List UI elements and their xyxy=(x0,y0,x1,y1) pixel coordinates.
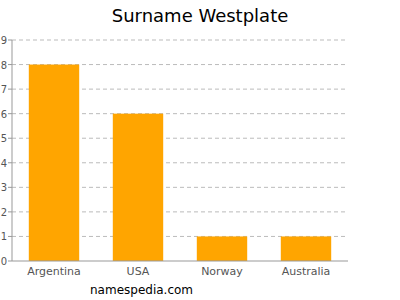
tick-label: 4 xyxy=(1,158,7,169)
bar xyxy=(113,114,163,261)
x-axis xyxy=(12,261,348,262)
tick-mark xyxy=(8,162,12,163)
category-label: Australia xyxy=(282,265,331,278)
source: namespedia.com xyxy=(90,283,193,297)
tick-label: 0 xyxy=(1,256,7,267)
bar xyxy=(281,236,331,261)
category-label: Norway xyxy=(201,265,243,278)
tick-mark xyxy=(8,89,12,90)
tick-label: 3 xyxy=(1,182,7,193)
bar xyxy=(197,236,247,261)
tick-label: 5 xyxy=(1,133,7,144)
tick-mark xyxy=(8,261,12,262)
tick-mark xyxy=(8,113,12,114)
tick-mark xyxy=(8,138,12,139)
chart: Surname Westplate 0 1 2 3 4 5 6 7 8 9 Argentina USA N… xyxy=(0,0,400,300)
tick-mark xyxy=(8,187,12,188)
tick-label: 9 xyxy=(1,35,7,46)
tick-label: 2 xyxy=(1,207,7,218)
tick-mark xyxy=(8,64,12,65)
tick-label: 7 xyxy=(1,84,7,95)
tick-label: 8 xyxy=(1,60,7,71)
category-label: USA xyxy=(127,265,150,278)
tick-label: 1 xyxy=(1,231,7,242)
tick-mark xyxy=(8,236,12,237)
bar xyxy=(29,65,79,261)
category-label: Argentina xyxy=(27,265,81,278)
grid-line xyxy=(12,40,348,41)
bars xyxy=(29,65,331,261)
tick-mark xyxy=(8,211,12,212)
title: Surname Westplate xyxy=(112,5,289,26)
y-axis xyxy=(12,40,13,261)
tick-mark xyxy=(8,40,12,41)
tick-label: 6 xyxy=(1,109,7,120)
